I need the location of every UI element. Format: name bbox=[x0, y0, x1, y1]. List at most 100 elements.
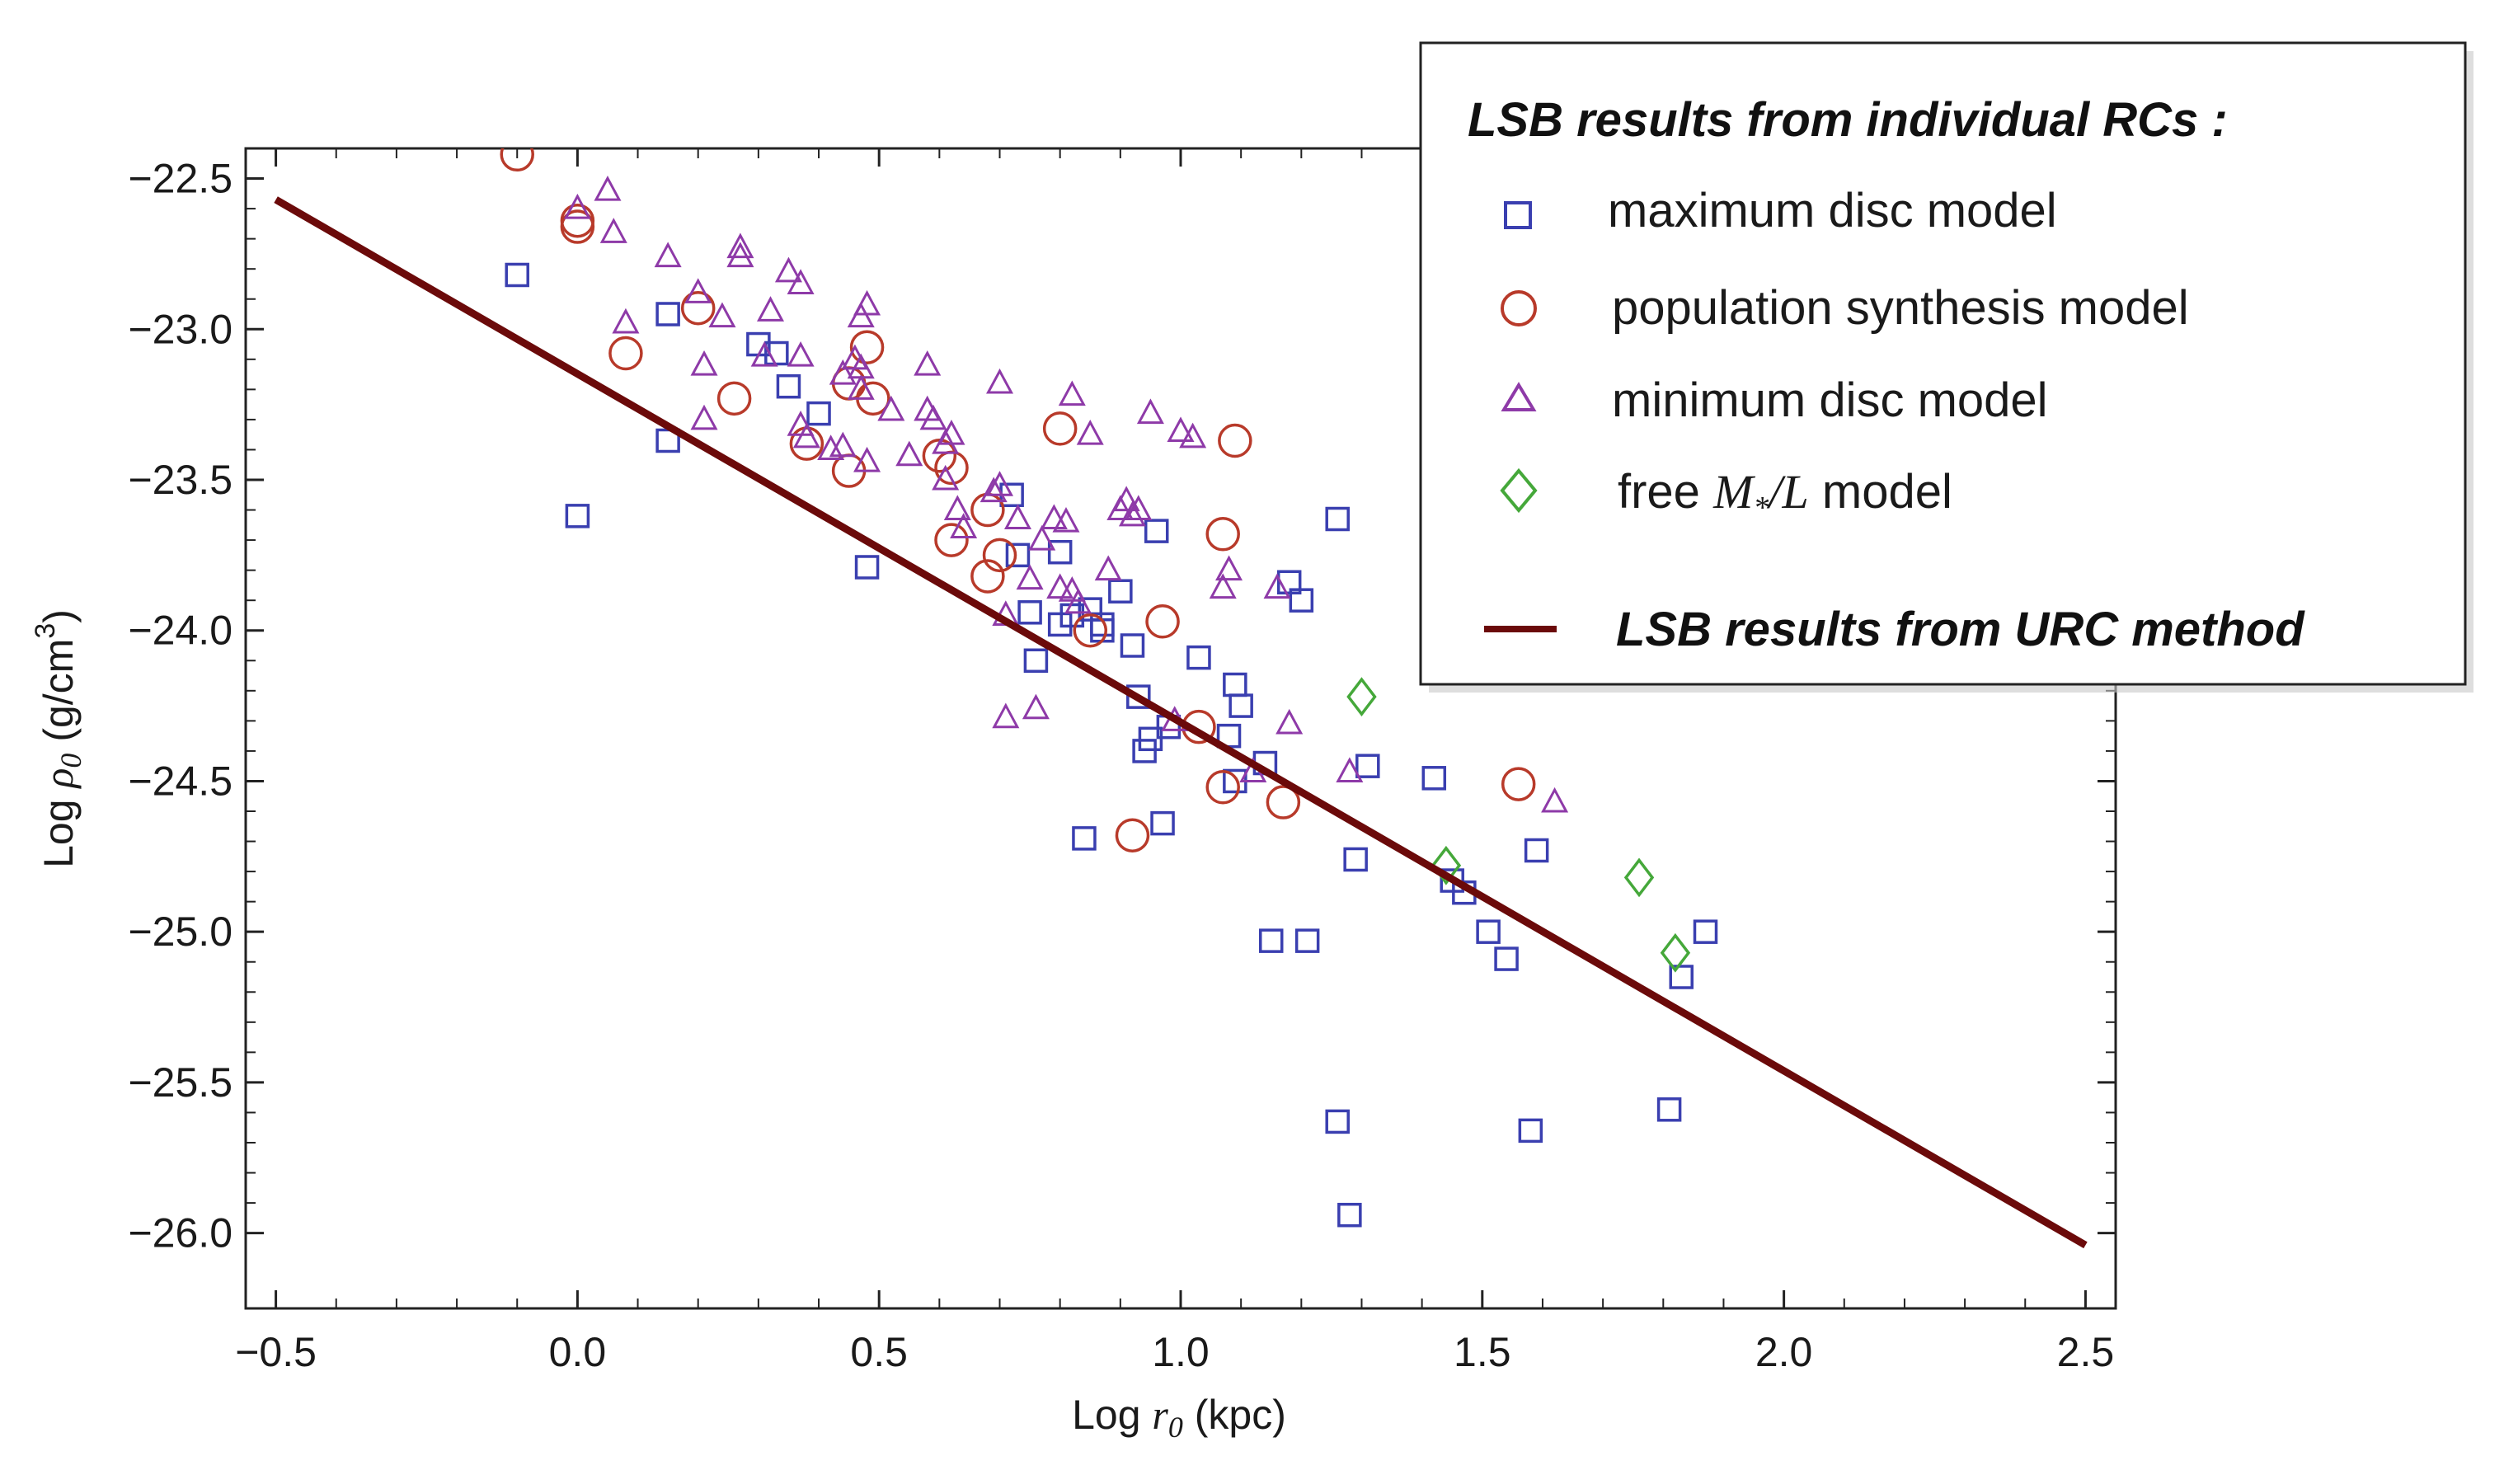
point-triangle bbox=[932, 464, 960, 491]
point-triangle bbox=[1058, 380, 1086, 406]
point-triangle bbox=[690, 350, 718, 376]
point-triangle bbox=[829, 359, 857, 385]
point-triangle bbox=[986, 471, 1014, 496]
point-triangle bbox=[1541, 787, 1569, 813]
point-square bbox=[1524, 838, 1549, 863]
point-triangle bbox=[1003, 504, 1031, 530]
x-tick-label: 2.5 bbox=[2057, 1329, 2115, 1375]
y-tick-label: −25.5 bbox=[128, 1059, 233, 1106]
point-triangle bbox=[1118, 500, 1146, 527]
point-circle bbox=[1218, 423, 1252, 458]
point-circle bbox=[970, 492, 1005, 528]
point-triangle bbox=[1094, 555, 1122, 581]
point-triangle bbox=[787, 269, 815, 294]
point-circle bbox=[608, 336, 643, 371]
point-triangle bbox=[914, 350, 942, 376]
point-square bbox=[1023, 648, 1049, 674]
legend-label-free-ml: free M*/L model bbox=[1618, 465, 1952, 525]
point-triangle bbox=[992, 702, 1020, 729]
point-triangle bbox=[726, 242, 754, 268]
point-triangle bbox=[829, 431, 857, 458]
point-circle bbox=[500, 148, 534, 172]
point-square bbox=[776, 373, 801, 399]
point-triangle bbox=[1179, 422, 1207, 448]
point-circle bbox=[970, 559, 1005, 594]
point-triangle bbox=[853, 289, 881, 316]
point-triangle bbox=[1022, 693, 1050, 720]
x-tick-label: 1.0 bbox=[1152, 1329, 1210, 1375]
point-triangle bbox=[980, 477, 1008, 503]
point-triangle bbox=[1215, 555, 1243, 581]
x-axis-label: Log r0 (kpc) bbox=[1072, 1392, 1286, 1444]
point-triangle bbox=[684, 278, 712, 303]
point-triangle bbox=[895, 440, 923, 467]
point-square bbox=[505, 262, 529, 288]
legend: LSB results from individual RCs : maximu… bbox=[1419, 41, 2473, 693]
x-tick-label: 0.5 bbox=[850, 1329, 908, 1375]
point-triangle bbox=[1275, 708, 1304, 735]
point-square bbox=[854, 555, 880, 580]
point-square bbox=[1656, 1097, 1682, 1122]
point-triangle bbox=[1125, 495, 1153, 521]
point-circle bbox=[1042, 411, 1078, 446]
point-triangle bbox=[1046, 573, 1074, 599]
point-square bbox=[1144, 519, 1169, 543]
point-square bbox=[1150, 810, 1175, 836]
point-triangle bbox=[787, 340, 815, 367]
point-triangle bbox=[756, 296, 785, 322]
point-circle bbox=[982, 538, 1017, 573]
point-triangle bbox=[563, 193, 591, 219]
point-triangle bbox=[612, 308, 640, 334]
point-diamond bbox=[1660, 932, 1691, 973]
point-triangle bbox=[919, 404, 947, 430]
point-square bbox=[1289, 588, 1314, 613]
y-tick-label: −26.0 bbox=[128, 1210, 233, 1256]
point-triangle bbox=[937, 420, 965, 445]
point-square bbox=[1108, 579, 1133, 603]
point-square bbox=[1337, 1202, 1362, 1228]
point-square bbox=[1258, 928, 1284, 953]
point-diamond bbox=[1346, 677, 1377, 717]
point-square bbox=[1294, 928, 1320, 953]
point-circle bbox=[1145, 604, 1180, 639]
point-square bbox=[1047, 539, 1073, 565]
point-triangle bbox=[1016, 564, 1044, 590]
point-square bbox=[1005, 542, 1031, 568]
point-square bbox=[1229, 693, 1253, 718]
legend-diamond-marker bbox=[1500, 467, 1538, 514]
point-square bbox=[1343, 847, 1368, 872]
point-square bbox=[1494, 946, 1519, 971]
point-triangle bbox=[1336, 757, 1364, 782]
y-tick-label: −24.0 bbox=[128, 608, 233, 654]
point-triangle bbox=[847, 374, 875, 400]
point-circle bbox=[1266, 785, 1301, 819]
point-square bbox=[1693, 919, 1718, 944]
point-triangle bbox=[986, 368, 1014, 394]
legend-title: LSB results from individual RCs : bbox=[1468, 93, 2228, 147]
point-triangle bbox=[1064, 588, 1092, 614]
point-square bbox=[565, 504, 590, 528]
x-tick-label: 0.0 bbox=[549, 1329, 607, 1375]
y-tick-label: −24.5 bbox=[128, 758, 233, 804]
point-triangle bbox=[1263, 573, 1291, 599]
point-square bbox=[1325, 506, 1350, 532]
point-triangle bbox=[1076, 420, 1104, 445]
point-circle bbox=[680, 290, 716, 326]
point-square bbox=[1355, 754, 1380, 778]
point-square bbox=[1669, 965, 1694, 989]
point-triangle bbox=[792, 422, 820, 448]
point-triangle bbox=[690, 404, 718, 430]
point-triangle bbox=[877, 395, 905, 421]
point-circle bbox=[934, 523, 969, 557]
legend-box bbox=[1419, 41, 2467, 686]
point-square bbox=[1090, 618, 1115, 643]
point-square bbox=[1476, 919, 1501, 944]
point-triangle bbox=[599, 218, 627, 243]
x-tick-label: 2.0 bbox=[1755, 1329, 1813, 1375]
y-axis-label: Log ρ0 (g/cm3) bbox=[30, 609, 87, 868]
point-triangle bbox=[1209, 573, 1237, 599]
point-triangle bbox=[1112, 486, 1140, 512]
point-square bbox=[1126, 684, 1151, 709]
legend-circle-marker bbox=[1501, 290, 1537, 326]
point-triangle bbox=[654, 242, 682, 268]
